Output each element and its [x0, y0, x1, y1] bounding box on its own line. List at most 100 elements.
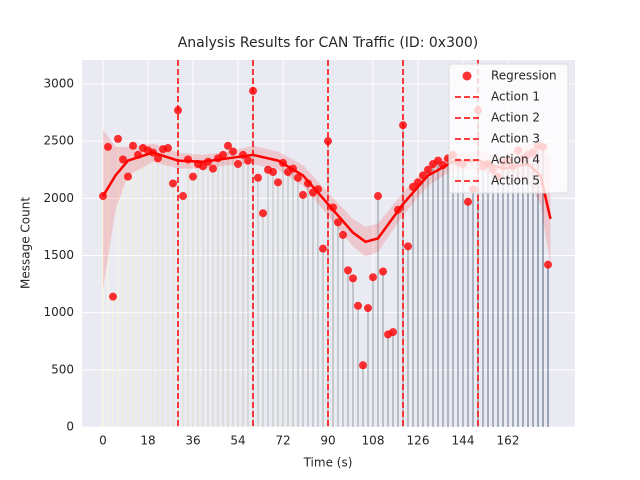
scatter-point: [354, 301, 362, 310]
scatter-point: [374, 192, 382, 201]
y-tick-label: 2500: [43, 134, 74, 148]
scatter-point: [169, 179, 177, 188]
scatter-point: [359, 361, 367, 370]
scatter-point: [254, 173, 262, 182]
scatter-point: [114, 134, 122, 143]
bar: [332, 207, 334, 427]
bar: [242, 154, 244, 427]
scatter-point: [224, 141, 232, 150]
bar: [207, 161, 209, 427]
scatter-point: [344, 266, 352, 275]
bar: [227, 145, 229, 427]
x-tick-label: 126: [407, 434, 430, 448]
bar: [447, 158, 449, 428]
y-tick-label: 1000: [43, 305, 74, 319]
bar: [377, 196, 379, 427]
scatter-point: [364, 304, 372, 313]
legend-label: Action 5: [491, 174, 540, 188]
bar: [327, 141, 329, 428]
bar: [517, 150, 519, 428]
scatter-point: [219, 150, 227, 159]
x-tick-label: 54: [230, 434, 245, 448]
bar: [547, 264, 549, 427]
bar: [202, 166, 204, 428]
bar: [337, 222, 339, 427]
bar: [542, 146, 544, 427]
x-tick-label: 0: [99, 434, 107, 448]
bar: [127, 176, 129, 427]
scatter-point: [544, 260, 552, 269]
y-tick-label: 2000: [43, 191, 74, 205]
scatter-point: [339, 230, 347, 239]
bar: [527, 154, 529, 427]
bar: [262, 213, 264, 427]
scatter-point: [389, 328, 397, 337]
bar: [322, 248, 324, 427]
x-tick-label: 144: [452, 434, 475, 448]
scatter-point: [189, 172, 197, 181]
scatter-point: [379, 267, 387, 276]
bar: [347, 270, 349, 427]
bar: [247, 160, 249, 427]
scatter-point: [274, 178, 282, 187]
scatter-point: [299, 190, 307, 199]
scatter-point: [334, 218, 342, 227]
bar: [267, 169, 269, 427]
x-tick-label: 36: [185, 434, 200, 448]
bar: [307, 183, 309, 427]
bar: [182, 196, 184, 427]
bar: [282, 162, 284, 427]
bar: [292, 168, 294, 427]
x-tick-label: 18: [140, 434, 155, 448]
x-tick-label: 90: [320, 434, 335, 448]
bar: [537, 145, 539, 427]
legend-label: Action 2: [491, 111, 540, 125]
bar: [352, 278, 354, 427]
scatter-point: [234, 160, 242, 169]
bar: [237, 164, 239, 427]
bar: [222, 154, 224, 427]
scatter-point: [319, 244, 327, 253]
bar: [232, 151, 234, 427]
legend-label: Action 1: [491, 90, 540, 104]
bar: [147, 150, 149, 428]
bar: [187, 159, 189, 427]
legend-label: Regression: [491, 69, 557, 83]
bar: [342, 234, 344, 427]
scatter-point: [304, 179, 312, 188]
bar: [172, 183, 174, 427]
bar: [497, 176, 499, 427]
bar: [392, 332, 394, 427]
bar: [197, 164, 199, 427]
bar: [432, 164, 434, 427]
scatter-point: [329, 203, 337, 212]
scatter-point: [109, 292, 117, 301]
bar: [407, 246, 409, 427]
scatter-point: [129, 141, 137, 150]
bar: [512, 166, 514, 428]
y-tick-label: 0: [66, 420, 74, 434]
bar: [102, 196, 104, 427]
bar: [152, 152, 154, 427]
bar: [452, 154, 454, 427]
bar: [472, 189, 474, 427]
legend-marker: [462, 71, 472, 81]
bar: [397, 209, 399, 427]
bar: [422, 175, 424, 427]
scatter-point: [269, 168, 277, 177]
x-axis-label: Time (s): [303, 456, 353, 470]
bar: [502, 162, 504, 427]
scatter-point: [404, 242, 412, 251]
bar: [467, 201, 469, 427]
bar: [442, 165, 444, 427]
bar: [462, 164, 464, 427]
scatter-point: [369, 273, 377, 282]
bar: [362, 365, 364, 427]
scatter-point: [294, 173, 302, 182]
bar: [317, 189, 319, 427]
x-tick-label: 162: [497, 434, 520, 448]
bar: [367, 308, 369, 427]
scatter-point: [179, 192, 187, 201]
bar: [277, 182, 279, 427]
